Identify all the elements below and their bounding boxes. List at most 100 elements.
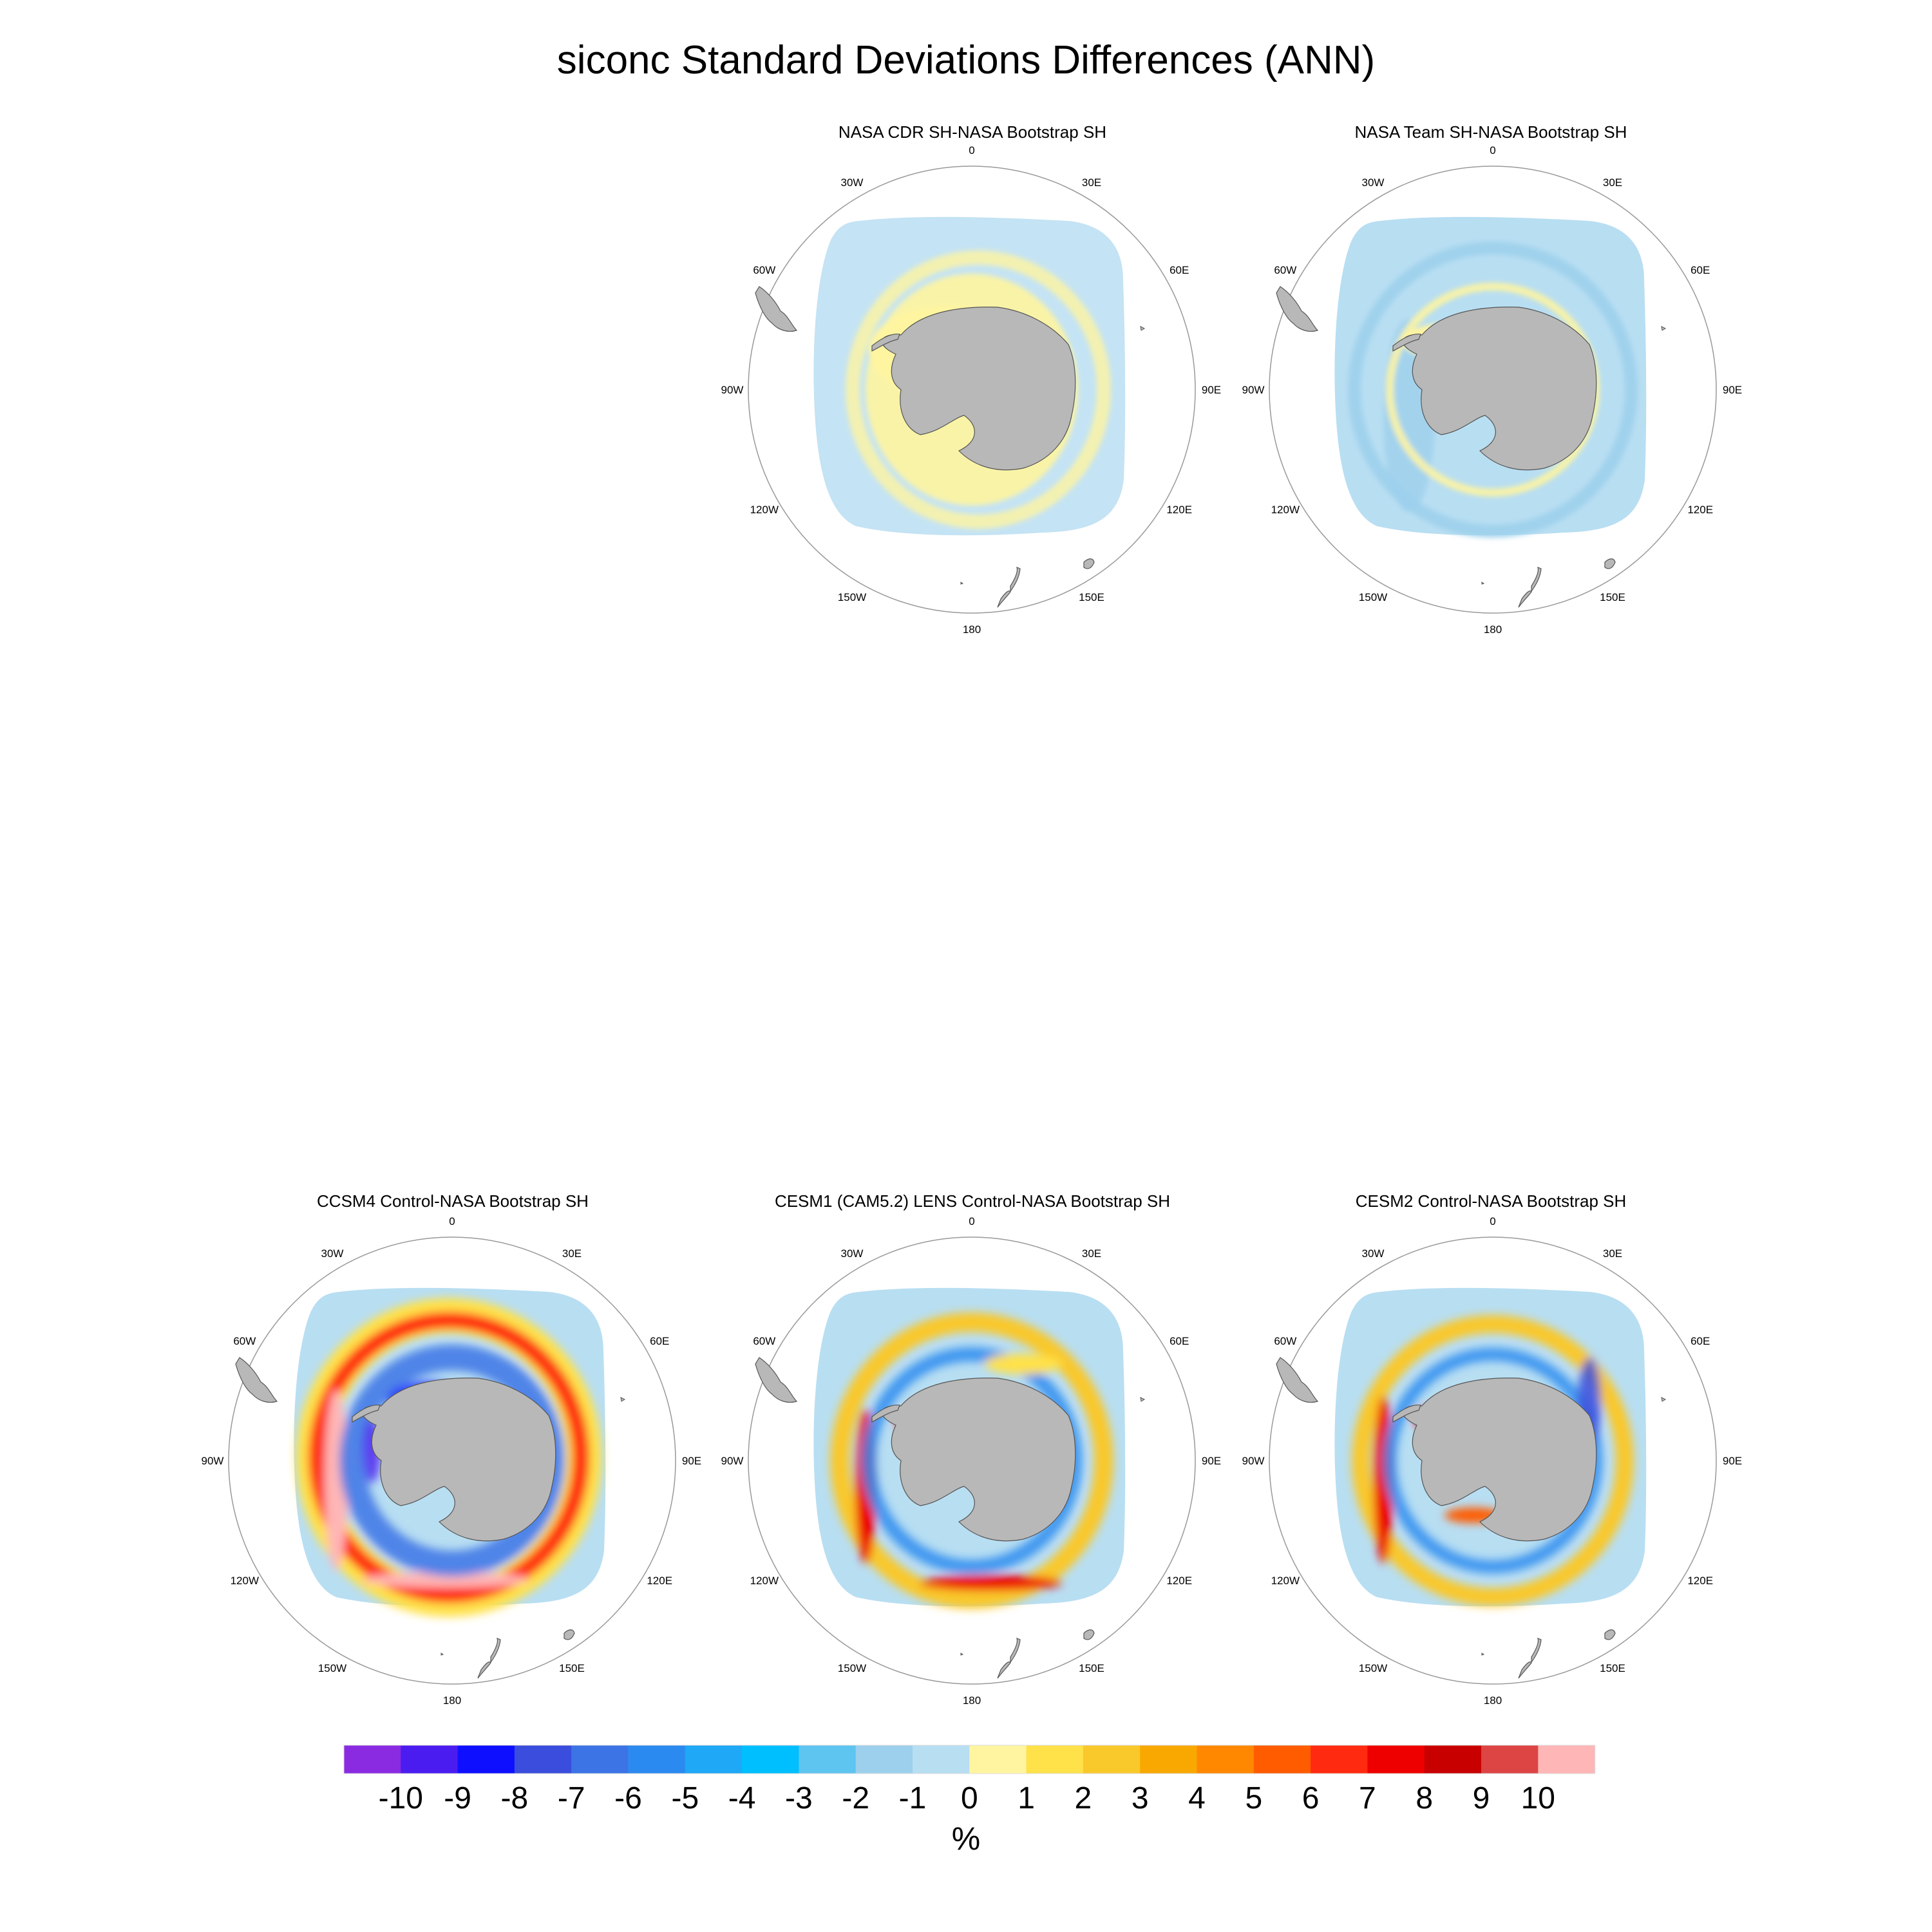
- longitude-label: 120W: [750, 504, 779, 516]
- longitude-label: 60W: [1274, 1335, 1296, 1347]
- longitude-label: 30E: [1603, 1247, 1622, 1260]
- colorbar-tick-label: -4: [728, 1781, 756, 1815]
- longitude-label: 150E: [1600, 1662, 1625, 1674]
- colorbar-tick-label: 7: [1359, 1781, 1376, 1815]
- colorbar-tick-label: -6: [614, 1781, 642, 1815]
- longitude-label: 0: [969, 144, 974, 156]
- colorbar-swatch: [1140, 1745, 1197, 1774]
- longitude-label: 30E: [1082, 176, 1101, 189]
- longitude-label: 60W: [233, 1335, 256, 1347]
- colorbar-tick-label: 1: [1018, 1781, 1035, 1815]
- longitude-label: 30W: [841, 176, 864, 189]
- panel-title-cdr: NASA CDR SH-NASA Bootstrap SH: [838, 122, 1107, 142]
- colorbar-tick-label: 0: [961, 1781, 978, 1815]
- longitude-label: 0: [449, 1215, 455, 1227]
- longitude-label: 90E: [1723, 1455, 1742, 1467]
- longitude-label: 60W: [1274, 264, 1296, 276]
- colorbar-swatch: [1026, 1745, 1084, 1774]
- colorbar-tick-label: -8: [501, 1781, 529, 1815]
- colorbar-swatch: [855, 1745, 913, 1774]
- longitude-label: 120E: [1166, 1575, 1192, 1587]
- longitude-label: 150E: [559, 1662, 585, 1674]
- longitude-label: 60E: [650, 1335, 669, 1347]
- longitude-label: 90W: [202, 1455, 224, 1467]
- panel-title-cesm1: CESM1 (CAM5.2) LENS Control-NASA Bootstr…: [774, 1191, 1171, 1211]
- longitude-label: 120W: [750, 1575, 779, 1587]
- colorbar-swatch: [628, 1745, 686, 1774]
- longitude-label: 150E: [1079, 1662, 1104, 1674]
- longitude-label: 90E: [1723, 384, 1742, 396]
- longitude-label: 60W: [753, 264, 775, 276]
- colorbar-swatch: [969, 1745, 1027, 1774]
- longitude-label: 180: [443, 1694, 461, 1707]
- colorbar-swatch: [401, 1745, 459, 1774]
- figure-title: siconc Standard Deviations Differences (…: [556, 38, 1376, 82]
- longitude-label: 120W: [1271, 504, 1300, 516]
- colorbar-tick-label: -10: [379, 1781, 423, 1815]
- panel-title-ccsm4: CCSM4 Control-NASA Bootstrap SH: [317, 1191, 589, 1211]
- colorbar-swatch: [913, 1745, 970, 1774]
- longitude-label: 60W: [753, 1335, 775, 1347]
- longitude-label: 120E: [1687, 1575, 1713, 1587]
- colorbar-swatch: [1538, 1745, 1596, 1774]
- colorbar-swatch: [1197, 1745, 1255, 1774]
- longitude-label: 30E: [1603, 176, 1622, 189]
- longitude-label: 120E: [1166, 504, 1192, 516]
- colorbar-tick-label: -1: [899, 1781, 927, 1815]
- colorbar-tick-label: 2: [1075, 1781, 1092, 1815]
- longitude-label: 0: [1490, 1215, 1495, 1227]
- colorbar-tick-label: 5: [1245, 1781, 1262, 1815]
- colorbar-swatch: [1367, 1745, 1425, 1774]
- colorbar-swatch: [344, 1745, 401, 1774]
- colorbar-tick-label: 3: [1132, 1781, 1149, 1815]
- colorbar-swatch: [1311, 1745, 1368, 1774]
- colorbar-swatch: [1253, 1745, 1311, 1774]
- longitude-label: 90W: [1242, 384, 1265, 396]
- colorbar-tick-label: -9: [444, 1781, 471, 1815]
- longitude-label: 90W: [721, 1455, 744, 1467]
- longitude-label: 60E: [1170, 264, 1189, 276]
- colorbar-tick-label: -2: [842, 1781, 869, 1815]
- longitude-label: 60E: [1690, 264, 1710, 276]
- colorbar-swatch: [799, 1745, 857, 1774]
- panel-title-team: NASA Team SH-NASA Bootstrap SH: [1354, 122, 1627, 142]
- longitude-label: 180: [1484, 623, 1502, 636]
- longitude-label: 0: [1490, 144, 1495, 156]
- longitude-label: 30E: [1082, 1247, 1101, 1260]
- longitude-label: 30W: [841, 1247, 864, 1260]
- longitude-label: 90W: [1242, 1455, 1265, 1467]
- longitude-label: 0: [969, 1215, 974, 1227]
- longitude-label: 150W: [1359, 1662, 1387, 1674]
- colorbar-swatch: [571, 1745, 629, 1774]
- longitude-label: 180: [963, 623, 981, 636]
- colorbar-units: %: [951, 1821, 981, 1857]
- longitude-label: 30W: [1362, 176, 1385, 189]
- map-panel-cesm1: [748, 1236, 1196, 1685]
- colorbar-swatch: [1083, 1745, 1141, 1774]
- map-panel-team: [1269, 166, 1717, 614]
- longitude-label: 30W: [321, 1247, 344, 1260]
- map-panel-ccsm4: [228, 1236, 676, 1685]
- longitude-label: 120E: [1687, 504, 1713, 516]
- colorbar-tick-label: 6: [1302, 1781, 1320, 1815]
- panel-title-cesm2: CESM2 Control-NASA Bootstrap SH: [1355, 1191, 1627, 1211]
- longitude-label: 150E: [1600, 591, 1625, 603]
- colorbar-swatch: [1424, 1745, 1482, 1774]
- longitude-label: 60E: [1690, 1335, 1710, 1347]
- longitude-label: 150E: [1079, 591, 1104, 603]
- colorbar-tick-label: -5: [671, 1781, 699, 1815]
- longitude-label: 150W: [838, 1662, 866, 1674]
- map-panel-cesm2: [1269, 1236, 1717, 1685]
- colorbar-tick-label: 9: [1473, 1781, 1490, 1815]
- longitude-label: 90E: [1202, 384, 1221, 396]
- longitude-label: 60E: [1170, 1335, 1189, 1347]
- colorbar-tick-label: 8: [1416, 1781, 1433, 1815]
- colorbar-swatch: [742, 1745, 799, 1774]
- colorbar-tick-label: -3: [785, 1781, 813, 1815]
- colorbar-swatch: [1481, 1745, 1539, 1774]
- colorbar-swatch: [514, 1745, 572, 1774]
- colorbar-frame: [343, 1745, 1596, 1774]
- colorbar-tick-label: 4: [1188, 1781, 1206, 1815]
- longitude-label: 150W: [318, 1662, 346, 1674]
- longitude-label: 30W: [1362, 1247, 1385, 1260]
